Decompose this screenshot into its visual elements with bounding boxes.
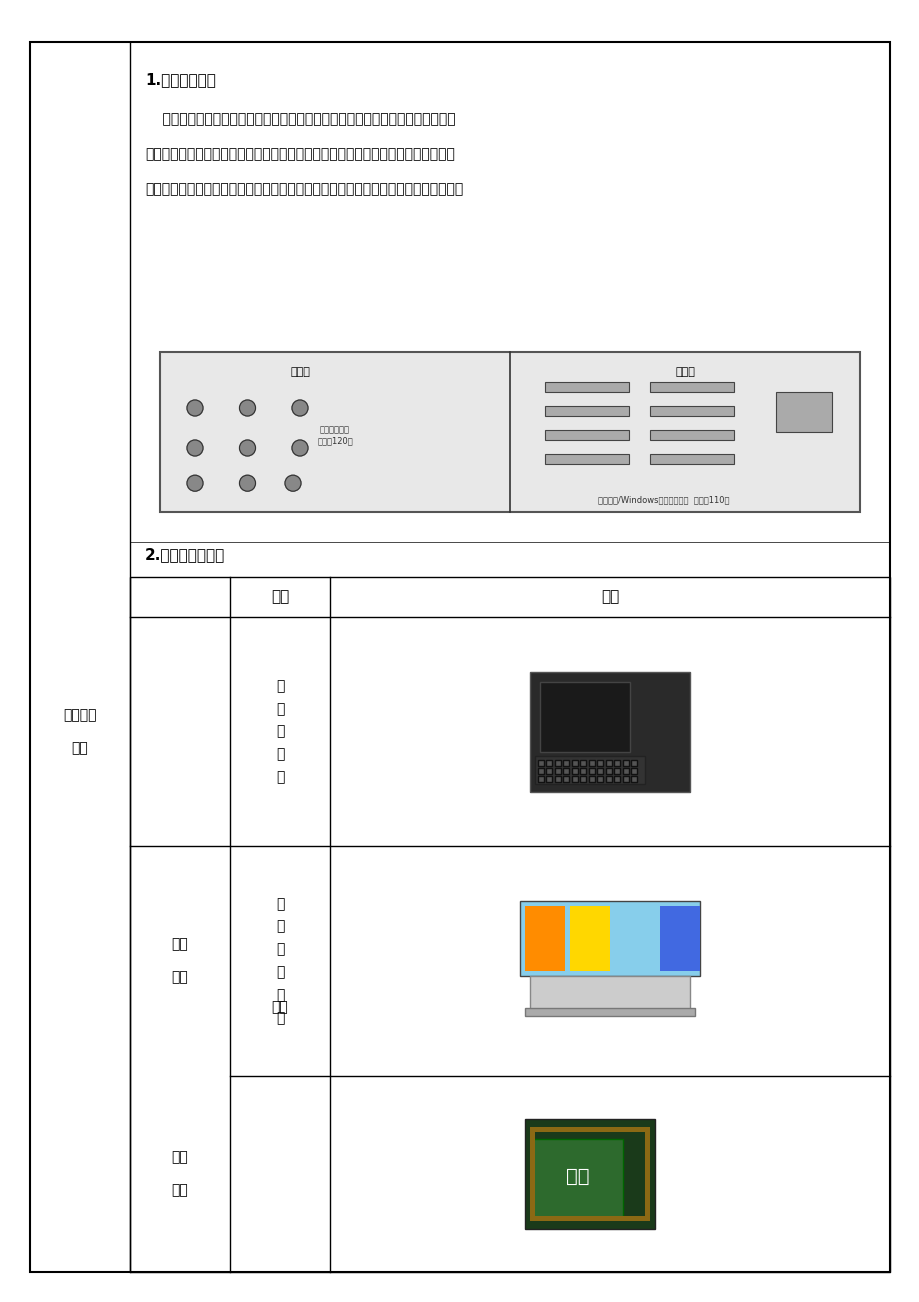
Text: 小型网络/Windows服务器学习站  面积：110㎡: 小型网络/Windows服务器学习站 面积：110㎡ [597, 495, 729, 504]
Text: 查询、小组讨论、集中教学）和工作区，让学生体验真实的职业场景，激发学习兴趣。: 查询、小组讨论、集中教学）和工作区，让学生体验真实的职业场景，激发学习兴趣。 [145, 182, 463, 197]
Bar [529, 1216, 650, 1221]
Bar [650, 431, 733, 440]
Circle shape [291, 440, 308, 456]
Bar [614, 768, 619, 773]
Text: 名称: 名称 [270, 590, 289, 604]
Circle shape [291, 400, 308, 417]
Text: 讨论区: 讨论区 [289, 367, 310, 378]
Bar [614, 776, 619, 781]
Circle shape [187, 475, 203, 491]
Bar [596, 776, 603, 781]
Bar [529, 672, 689, 792]
Bar [160, 352, 859, 512]
Bar [529, 976, 689, 1010]
Bar [525, 1118, 654, 1229]
Bar [596, 768, 603, 773]
Bar [525, 1008, 694, 1016]
Text: 1.教学场地设置: 1.教学场地设置 [145, 72, 216, 87]
Bar [535, 755, 644, 784]
Bar [538, 776, 543, 781]
Text: 教学资源

准备: 教学资源 准备 [63, 708, 96, 755]
Bar [659, 906, 699, 971]
Text: 笔
记
本
计
算
机: 笔 记 本 计 算 机 [276, 897, 284, 1025]
Bar [775, 392, 831, 432]
Circle shape [239, 400, 255, 417]
Circle shape [285, 475, 301, 491]
Text: 化教学需求，本节课教学场地为小型网络一体化学习站。学习站分为：讨论区（资料: 化教学需求，本节课教学场地为小型网络一体化学习站。学习站分为：讨论区（资料 [145, 147, 454, 161]
Bar [544, 454, 629, 464]
Bar [622, 776, 629, 781]
Bar [572, 768, 577, 773]
Bar [580, 776, 586, 781]
Bar [644, 1126, 650, 1221]
Bar [630, 776, 637, 781]
Bar [538, 768, 543, 773]
Bar [554, 776, 561, 781]
Bar [539, 682, 630, 751]
Text: 结合工学一体化的教学理念，给学生提供优越的实习环境，根据专业特点及一体: 结合工学一体化的教学理念，给学生提供优越的实习环境，根据专业特点及一体 [145, 112, 455, 126]
Bar [572, 776, 577, 781]
Text: 硬件

资源: 硬件 资源 [172, 937, 188, 984]
Bar [614, 906, 654, 971]
Bar [546, 768, 552, 773]
Bar [570, 906, 609, 971]
Text: 台
式
计
算
机: 台 式 计 算 机 [276, 680, 284, 784]
Bar [529, 1126, 535, 1221]
Bar [614, 759, 619, 766]
Bar [529, 1126, 650, 1131]
Bar [606, 759, 611, 766]
Bar [596, 759, 603, 766]
Bar [588, 768, 595, 773]
Bar [562, 768, 569, 773]
Bar [588, 759, 595, 766]
Bar [650, 406, 733, 417]
Bar [519, 901, 699, 976]
Circle shape [239, 475, 255, 491]
Text: 实操区: 实操区 [675, 367, 694, 378]
Text: 图片: 图片 [600, 590, 618, 604]
Circle shape [187, 440, 203, 456]
Bar [580, 759, 586, 766]
Text: 微课: 微课 [565, 1168, 589, 1186]
Bar [622, 768, 629, 773]
Circle shape [187, 400, 203, 417]
Bar [580, 768, 586, 773]
Bar [538, 759, 543, 766]
Bar [554, 768, 561, 773]
Bar [572, 759, 577, 766]
Text: 软件

资源: 软件 资源 [172, 1151, 188, 1197]
Bar [606, 776, 611, 781]
Bar [546, 759, 552, 766]
Bar [544, 406, 629, 417]
Bar [525, 906, 564, 971]
Bar [622, 759, 629, 766]
Bar [546, 776, 552, 781]
Bar [630, 768, 637, 773]
Bar [630, 759, 637, 766]
Circle shape [239, 440, 255, 456]
Text: 微课: 微课 [271, 1000, 288, 1014]
Bar [562, 759, 569, 766]
Bar [554, 759, 561, 766]
Bar [650, 454, 733, 464]
Text: 2.硬件及软件资源: 2.硬件及软件资源 [145, 547, 225, 562]
Bar [544, 383, 629, 392]
Bar [562, 776, 569, 781]
Bar [532, 1139, 622, 1217]
Bar [544, 431, 629, 440]
Bar [606, 768, 611, 773]
Text: 本节课面积：
面积：120㎡: 本节课面积： 面积：120㎡ [317, 426, 353, 445]
Bar [588, 776, 595, 781]
Bar [650, 383, 733, 392]
Bar [130, 577, 889, 1272]
